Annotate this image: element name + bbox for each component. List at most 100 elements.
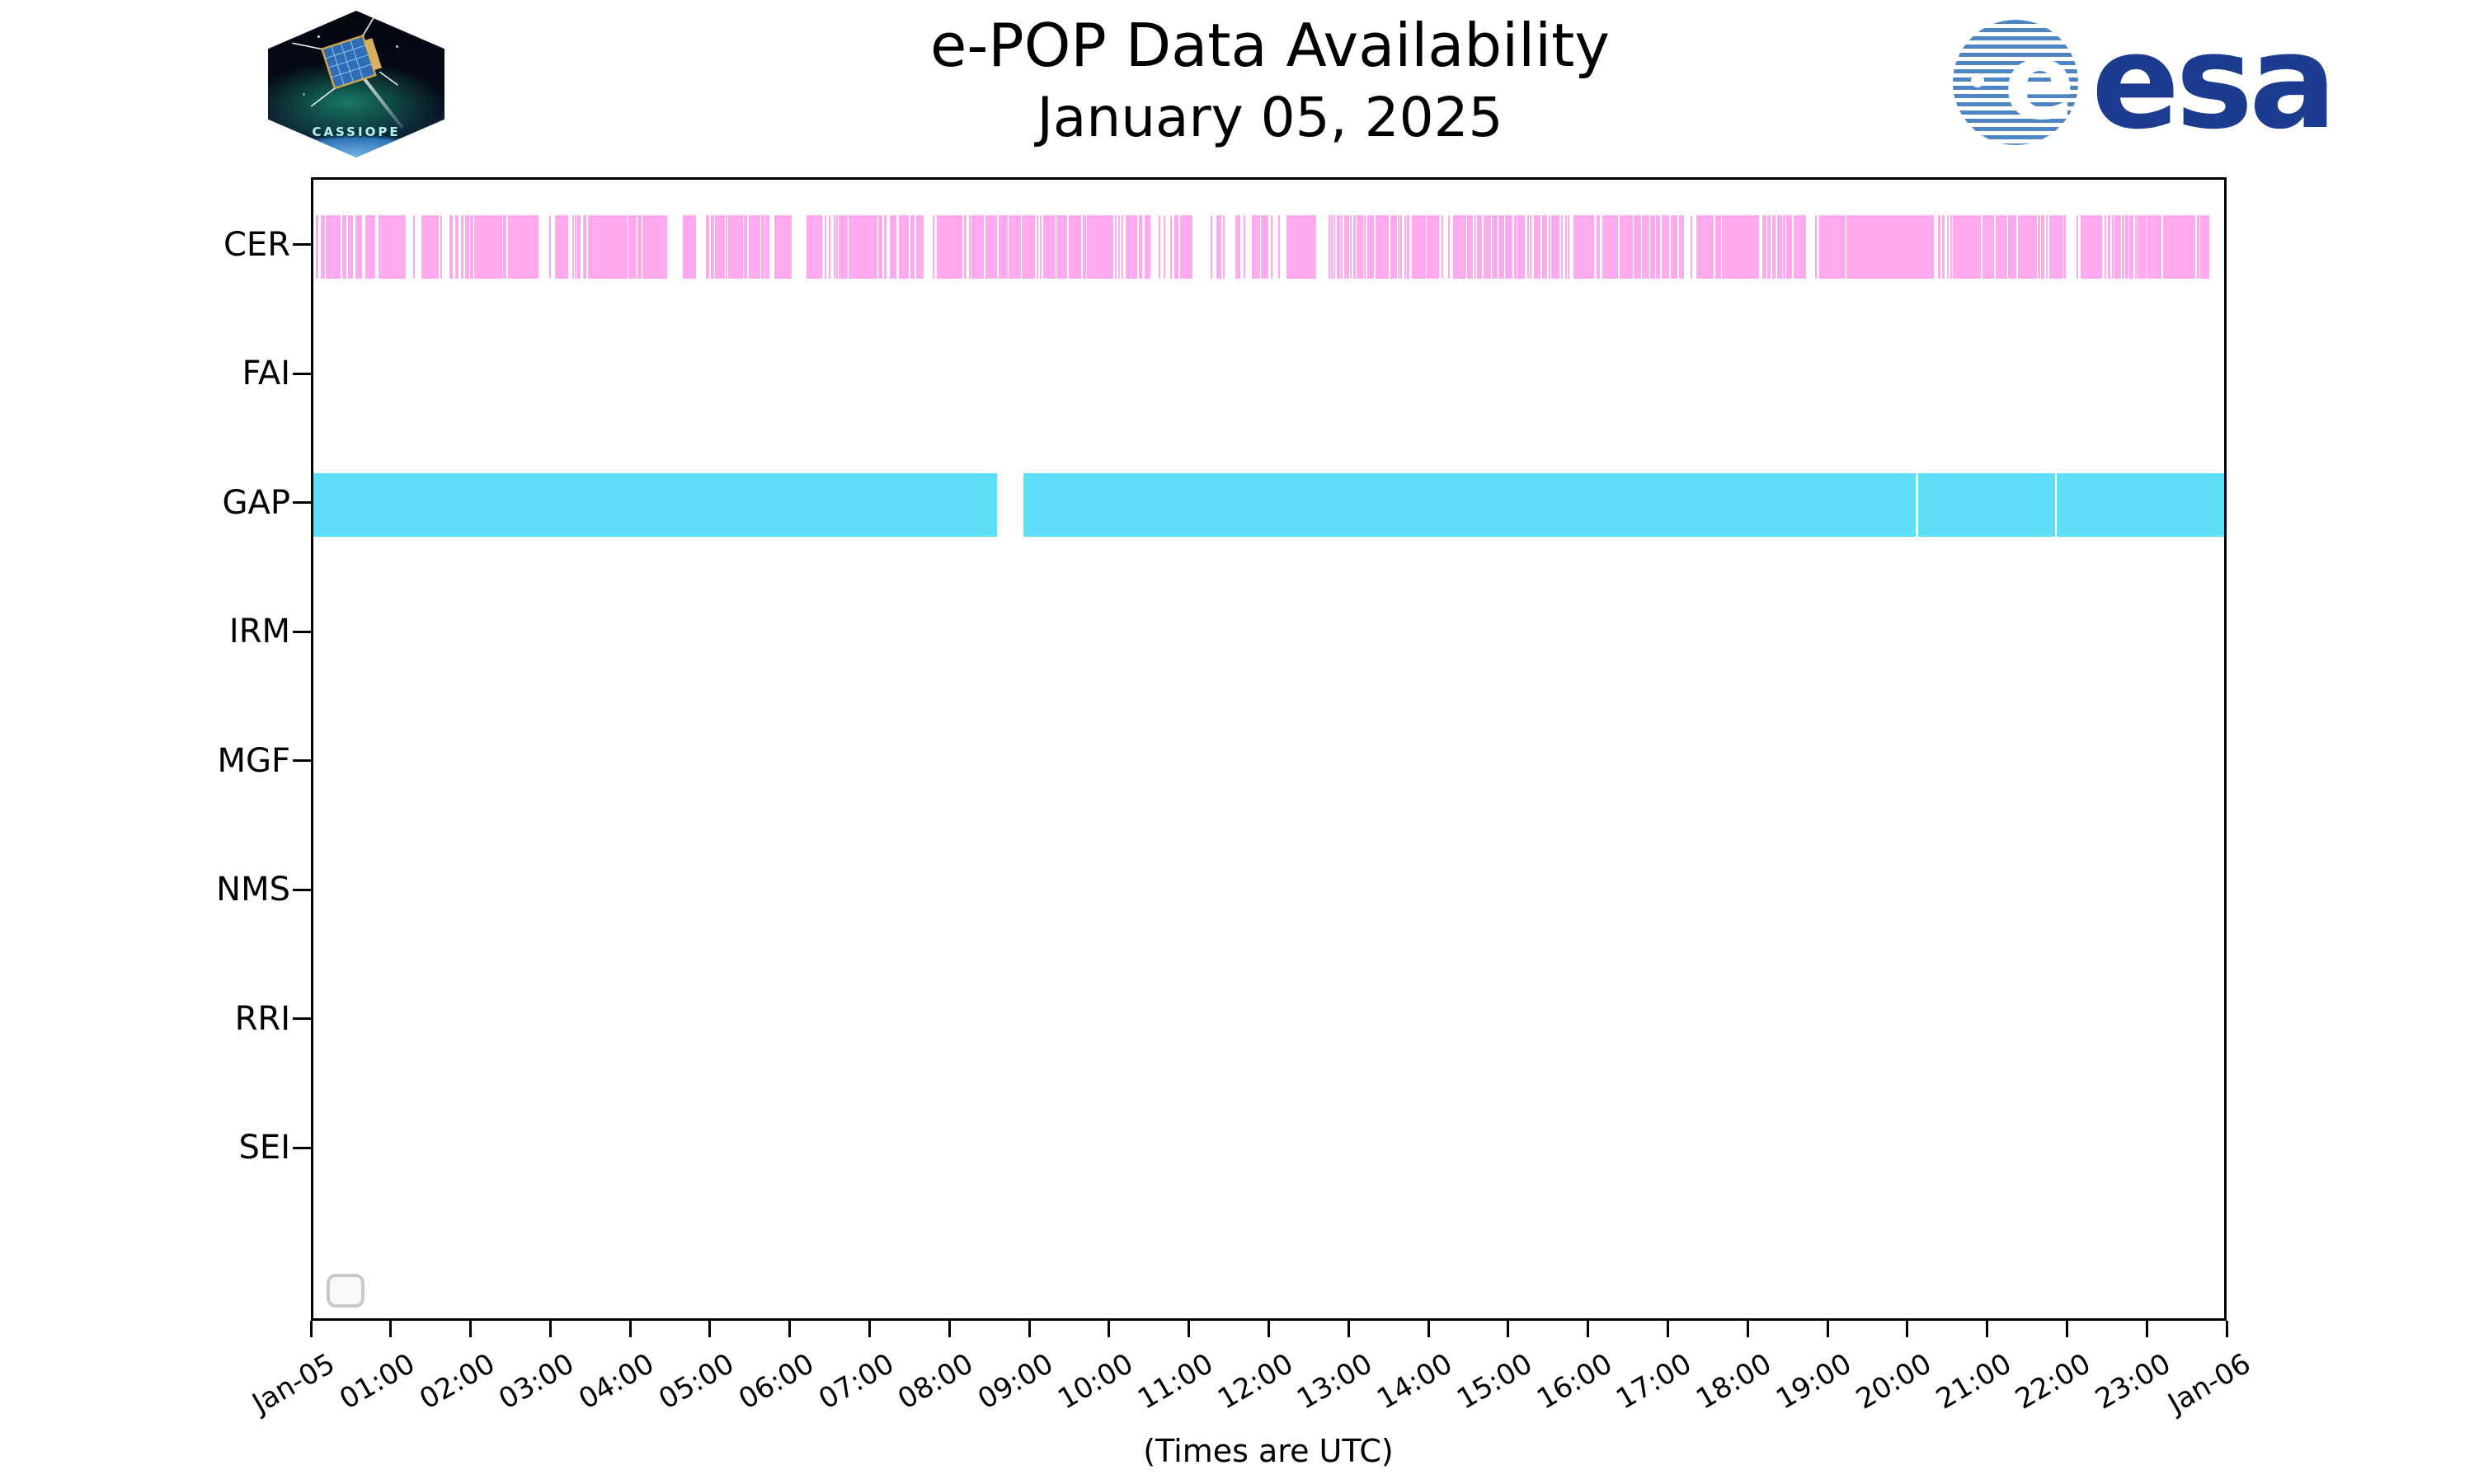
- x-tick-0900: [1028, 1321, 1031, 1337]
- availability-bar: [1573, 215, 1595, 279]
- availability-bar: [985, 215, 998, 279]
- availability-bar: [726, 215, 728, 279]
- availability-bar: [828, 215, 830, 279]
- availability-bar: [1541, 215, 1548, 279]
- availability-bar: [1390, 215, 1397, 279]
- availability-bar: [1551, 215, 1559, 279]
- x-tick-label-0500: 05:00: [653, 1347, 740, 1416]
- availability-bar: [548, 215, 551, 279]
- availability-bar: [1341, 215, 1343, 279]
- availability-bar: [1407, 215, 1410, 279]
- availability-bar: [347, 215, 354, 279]
- availability-bar: [1252, 215, 1260, 279]
- availability-bar: [2129, 215, 2133, 279]
- availability-bar: [1452, 215, 1466, 279]
- availability-bar: [1642, 215, 1649, 279]
- y-tick-cer: [293, 243, 311, 246]
- availability-bar: [878, 215, 883, 279]
- x-tick-2100: [1986, 1321, 1989, 1337]
- x-tick-label-0200: 02:00: [413, 1347, 501, 1416]
- row-label-rri: RRI: [234, 999, 290, 1038]
- availability-bar: [1846, 215, 1934, 279]
- chart-subtitle-date: January 05, 2025: [1037, 86, 1503, 150]
- x-tick-label-1700: 17:00: [1611, 1347, 1698, 1416]
- availability-bar: [1691, 215, 1693, 279]
- availability-bar: [412, 215, 415, 279]
- x-tick-label-0400: 04:00: [573, 1347, 661, 1416]
- availability-bar: [1513, 215, 1517, 279]
- availability-bar: [1412, 215, 1426, 279]
- availability-bar: [1356, 215, 1364, 279]
- x-tick-label-0100: 01:00: [333, 1347, 421, 1416]
- availability-bar: [1721, 215, 1760, 279]
- availability-bar: [454, 215, 459, 279]
- availability-bar: [1633, 215, 1642, 279]
- availability-bar: [1278, 215, 1281, 279]
- availability-bar: [915, 215, 924, 279]
- availability-bar: [682, 215, 697, 279]
- availability-bar: [727, 215, 744, 279]
- x-tick-1300: [1347, 1321, 1350, 1337]
- availability-bar: [2048, 215, 2062, 279]
- availability-bar: [765, 215, 770, 279]
- availability-bar: [315, 215, 318, 279]
- availability-band-cer: [313, 215, 2224, 279]
- availability-bar: [1995, 215, 2008, 279]
- availability-bar: [601, 215, 628, 279]
- availability-bar: [365, 215, 376, 279]
- availability-bar: [898, 215, 910, 279]
- availability-bar: [1115, 215, 1117, 279]
- availability-bar: [963, 215, 967, 279]
- x-tick-label-0600: 06:00: [732, 1347, 820, 1416]
- availability-bar: [2077, 215, 2079, 279]
- availability-bar: [999, 215, 1008, 279]
- availability-bar: [1466, 215, 1473, 279]
- x-tick-label-0700: 07:00: [812, 1347, 900, 1416]
- x-tick-label-0300: 03:00: [493, 1347, 581, 1416]
- availability-bar: [1942, 215, 1945, 279]
- availability-bar: [774, 215, 793, 279]
- availability-bar: [1375, 215, 1390, 279]
- availability-bar: [1243, 215, 1245, 279]
- availability-bar: [460, 215, 464, 279]
- x-tick-Jan-06: [2225, 1321, 2228, 1337]
- x-tick-0500: [708, 1321, 712, 1337]
- x-tick-label-2100: 21:00: [1930, 1347, 2017, 1416]
- x-tick-1100: [1188, 1321, 1191, 1337]
- x-tick-label-1200: 12:00: [1211, 1347, 1299, 1416]
- x-tick-label-Jan-05: Jan-05: [247, 1347, 341, 1421]
- availability-bar: [1549, 215, 1551, 279]
- availability-bar: [1330, 215, 1333, 279]
- availability-bar: [440, 215, 442, 279]
- availability-bar: [1947, 215, 1950, 279]
- availability-bar: [1087, 215, 1114, 279]
- availability-bar: [1260, 215, 1269, 279]
- chart-title: e-POP Data Availability: [930, 11, 1610, 80]
- availability-bar: [2122, 215, 2125, 279]
- availability-bar: [1352, 215, 1356, 279]
- availability-bar: [642, 215, 667, 279]
- availability-bar: [936, 215, 962, 279]
- availability-bar: [2137, 215, 2147, 279]
- x-tick-1700: [1666, 1321, 1669, 1337]
- availability-bar: [1477, 215, 1483, 279]
- availability-bar: [1008, 215, 1022, 279]
- availability-bar: [1762, 215, 1766, 279]
- x-tick-label-0900: 09:00: [972, 1347, 1060, 1416]
- availability-bar: [1696, 215, 1714, 279]
- availability-bar: [1786, 215, 1792, 279]
- cassiope-patch-label: CASSIOPE: [312, 124, 401, 139]
- availability-bar: [1474, 215, 1476, 279]
- availability-bar: [1164, 215, 1166, 279]
- availability-bar: [1338, 215, 1341, 279]
- x-tick-0100: [389, 1321, 393, 1337]
- x-tick-label-1600: 16:00: [1531, 1347, 1618, 1416]
- availability-bar: [1568, 215, 1570, 279]
- availability-bar: [1174, 215, 1179, 279]
- availability-bar: [1139, 215, 1142, 279]
- availability-bar: [2017, 215, 2038, 279]
- availability-bar: [1118, 215, 1121, 279]
- x-tick-label-2000: 20:00: [1850, 1347, 1937, 1416]
- row-label-irm: IRM: [228, 613, 290, 650]
